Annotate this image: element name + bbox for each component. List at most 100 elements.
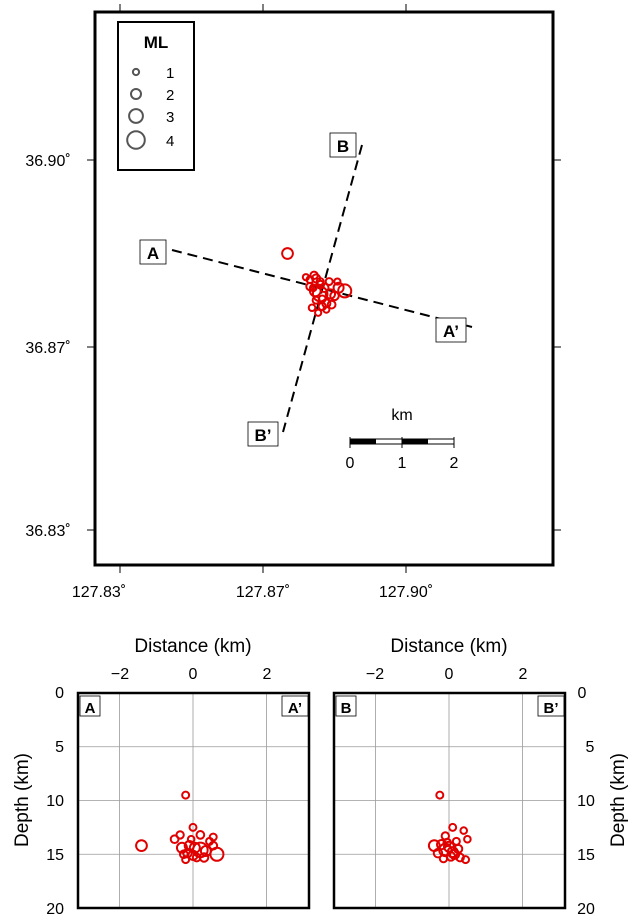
legend-symbol [131,67,141,77]
section-b-x-tick-label: 2 [519,666,528,683]
hypocenter-marker [438,853,449,864]
section-a-y-tick-label: 20 [46,901,64,916]
section-a-y-tick-label: 5 [55,739,64,756]
cross-section-b: Distance (km) −2 0 2 Depth (km) 0 5 10 1… [332,636,629,916]
lon-tick-label: 127.90˚ [379,584,433,601]
section-a-x-tick-label: 0 [189,666,198,683]
section-b-ylabel: Depth (km) [608,753,629,847]
epicenter-map: 127.83˚ 127.87˚ 127.90˚ 36.90˚ 36.87˚ 36… [25,4,561,601]
section-b-y-tick-label: 5 [586,739,595,756]
section-a-y-tick-label: 10 [46,793,64,810]
profile-endpoint-b: B [329,132,357,158]
section-b-frame [332,691,567,910]
legend-item-label: 3 [166,109,174,126]
scale-bar: km 0 1 2 [346,407,459,472]
hypocenter-marker [135,839,148,853]
section-a-xlabel: Distance (km) [134,636,251,657]
hypocenter-marker [175,830,185,840]
section-a-event-layer [135,790,225,865]
legend-symbol [128,108,144,124]
epicenter-marker [337,283,353,299]
hypocenter-marker [461,855,471,865]
magnitude-legend: ML 1 2 3 4 [117,21,195,171]
epicenter-marker [326,299,337,310]
epicenter-marker [308,283,318,293]
scale-bar-label: 0 [346,455,355,472]
epicenter-marker [333,277,342,286]
section-a-ylabel: Depth (km) [12,753,33,847]
hypocenter-marker [459,826,469,835]
scale-bar-title: km [391,407,412,424]
map-frame [93,10,555,567]
section-a-y-tick-label: 0 [55,685,64,702]
section-a-y-tick-label: 15 [46,847,64,864]
legend-item-label: 2 [166,87,174,104]
epicenter-marker [307,303,317,313]
section-a-grid [78,693,309,908]
section-b-left-label: B [341,700,352,717]
section-b-event-layer [427,790,472,865]
scale-bar-segment [350,439,376,444]
scale-bar-segment [402,439,428,444]
legend-symbol [126,130,146,150]
epicenter-marker [317,294,327,304]
hypocenter-marker [463,834,472,844]
epicenter-marker [322,305,331,314]
scale-bar-label: 2 [450,455,459,472]
profile-b-end-label: B’ [255,426,272,445]
section-a-frame [76,691,311,910]
epicenter-marker [329,290,340,302]
hypocenter-marker [178,849,189,860]
label-box [435,317,467,343]
epicenter-marker [281,247,294,260]
section-b-y-tick-label: 15 [577,847,595,864]
epicenter-marker [324,277,334,287]
scale-bar-label: 1 [398,455,407,472]
section-a-right-label: A’ [288,700,302,717]
hypocenter-marker [181,790,191,800]
hypocenter-marker [435,790,445,800]
section-a-x-tick-label: −2 [111,666,129,683]
hypocenter-marker [432,847,444,859]
profile-endpoint-a-prime: A’ [435,317,467,343]
section-b-xlabel: Distance (km) [390,636,507,657]
hypocenter-marker [205,836,215,846]
profile-a-start-label: A [147,244,159,263]
profile-b-start-label: B [337,137,349,156]
hypocenter-marker [191,852,202,863]
section-b-x-tick-label: 0 [445,666,454,683]
section-b-y-tick-label: 10 [577,793,595,810]
lat-tick-label: 36.83˚ [25,523,70,540]
hypocenter-marker [448,848,461,860]
hypocenter-marker [175,841,188,854]
lat-tick-label: 36.90˚ [25,153,70,170]
section-b-y-tick-label: 0 [578,685,587,702]
lon-tick-label: 127.87˚ [236,584,290,601]
section-b-grid [334,693,565,908]
legend-symbols [126,67,146,150]
section-a-x-tick-label: 2 [263,666,272,683]
hypocenter-marker [188,822,198,832]
hypocenter-marker [448,822,458,832]
hypocenter-marker [188,841,201,854]
section-b-y-tick-label: 20 [577,901,595,916]
corner-box [335,695,357,717]
section-b-x-tick-label: −2 [366,666,384,683]
legend-title: ML [144,33,169,52]
profile-endpoint-b-prime: B’ [247,421,279,447]
lat-tick-label: 36.87˚ [25,340,70,357]
profile-a-end-label: A’ [443,322,459,341]
legend-item-label: 4 [166,133,174,150]
profile-endpoint-a: A [139,239,167,265]
lon-tick-label: 127.83˚ [72,584,126,601]
cross-section-a: Distance (km) −2 0 2 Depth (km) 0 5 10 1… [12,636,311,916]
epicenter-marker [315,279,326,290]
label-box [247,421,279,447]
section-b-right-label: B’ [544,700,559,717]
legend-item-label: 1 [166,65,174,82]
label-box [329,132,357,158]
hypocenter-marker [186,834,196,844]
hypocenter-marker [195,830,206,840]
epicenter-marker [314,308,323,317]
